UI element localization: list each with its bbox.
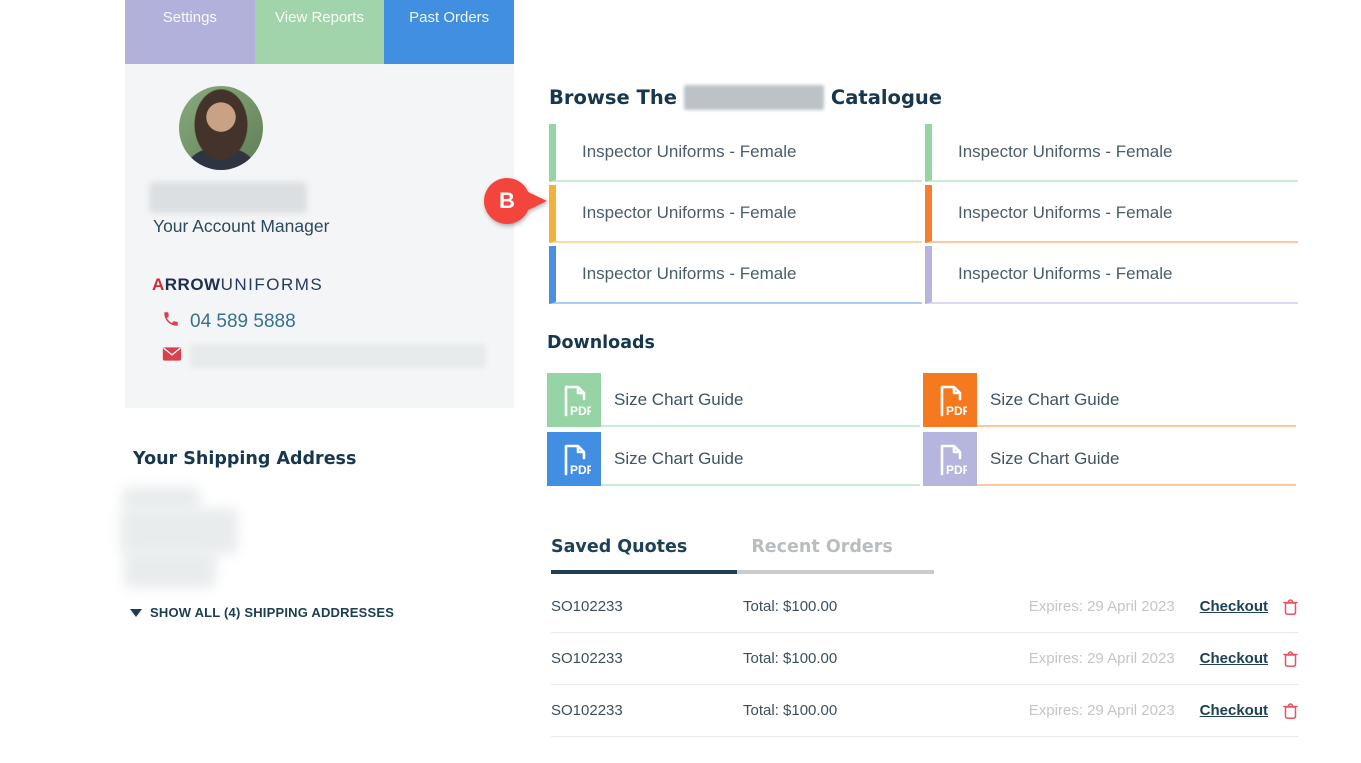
svg-text:PDF: PDF: [570, 463, 591, 477]
tab-view-reports[interactable]: View Reports: [254, 0, 385, 64]
download-label: Size Chart Guide: [614, 449, 744, 468]
quote-expiry: Expires: 29 April 2023: [1028, 650, 1175, 667]
account-manager-name-redacted: [149, 182, 307, 213]
quote-row: SO102233 Total: $100.00 Expires: 29 Apri…: [551, 581, 1298, 633]
account-tabbar: Settings View Reports Past Orders: [125, 0, 515, 64]
download-label: Size Chart Guide: [614, 390, 744, 409]
catalogue-link[interactable]: Inspector Uniforms - Female: [549, 124, 922, 182]
catalogue-link[interactable]: Inspector Uniforms - Female: [549, 246, 922, 304]
phone-number[interactable]: 04 589 5888: [190, 310, 296, 332]
arrow-uniforms-logo: ARROWUNIFORMS: [152, 275, 323, 295]
tab-saved-quotes[interactable]: Saved Quotes: [551, 537, 688, 557]
catalogue-grid: Inspector Uniforms - Female Inspector Un…: [549, 124, 1298, 304]
shipping-address-title: Your Shipping Address: [133, 449, 357, 469]
svg-text:PDF: PDF: [946, 404, 967, 418]
catalogue-link[interactable]: Inspector Uniforms - Female: [925, 124, 1298, 182]
delete-quote-icon[interactable]: [1283, 650, 1298, 668]
quote-expiry: Expires: 29 April 2023: [1028, 702, 1175, 719]
quote-number: SO102233: [551, 598, 623, 615]
phone-row: 04 589 5888: [162, 310, 296, 333]
quote-expiry: Expires: 29 April 2023: [1028, 598, 1175, 615]
saved-quotes-table: SO102233 Total: $100.00 Expires: 29 Apri…: [551, 581, 1298, 737]
email-row: [162, 344, 486, 368]
shipping-address-redacted: [122, 487, 200, 511]
checkout-link[interactable]: Checkout: [1199, 702, 1268, 719]
quote-total: Total: $100.00: [743, 702, 838, 719]
quote-number: SO102233: [551, 650, 623, 667]
chevron-down-icon: [130, 608, 142, 617]
downloads-title: Downloads: [547, 333, 655, 353]
inactive-tab-indicator: [737, 570, 934, 574]
checkout-link[interactable]: Checkout: [1199, 650, 1268, 667]
quote-number: SO102233: [551, 702, 623, 719]
quote-row: SO102233 Total: $100.00 Expires: 29 Apri…: [551, 685, 1298, 737]
tab-past-orders[interactable]: Past Orders: [384, 0, 515, 64]
download-link[interactable]: PDF Size Chart Guide: [923, 432, 1296, 486]
quotes-tabbar: Saved Quotes Recent Orders: [551, 537, 893, 557]
quote-total: Total: $100.00: [743, 598, 838, 615]
active-tab-indicator: [551, 570, 737, 574]
pdf-file-icon: PDF: [923, 432, 977, 486]
pdf-file-icon: PDF: [923, 373, 977, 427]
shipping-address-redacted: [124, 550, 216, 588]
tab-recent-orders[interactable]: Recent Orders: [751, 537, 893, 557]
delete-quote-icon[interactable]: [1283, 598, 1298, 616]
download-link[interactable]: PDF Size Chart Guide: [547, 373, 920, 427]
annotation-marker-label: B: [484, 178, 530, 224]
annotation-marker-b: B: [484, 178, 547, 224]
browse-title-suffix: Catalogue: [830, 86, 943, 109]
checkout-link[interactable]: Checkout: [1199, 598, 1268, 615]
browse-title-prefix: Browse The: [549, 86, 677, 109]
email-address-redacted: [190, 344, 486, 368]
account-manager-panel: Your Account Manager ARROWUNIFORMS 04 58…: [125, 64, 514, 408]
download-label: Size Chart Guide: [990, 449, 1120, 468]
quotes-tab-underline: [551, 570, 934, 574]
downloads-grid: PDF Size Chart Guide PDF Size Chart Guid…: [547, 373, 1296, 486]
download-label: Size Chart Guide: [990, 390, 1120, 409]
download-link[interactable]: PDF Size Chart Guide: [923, 373, 1296, 427]
show-all-addresses-toggle[interactable]: SHOW ALL (4) SHIPPING ADDRESSES: [130, 605, 394, 620]
account-manager-role: Your Account Manager: [153, 216, 330, 236]
annotation-marker-pointer: [524, 190, 547, 212]
quote-total: Total: $100.00: [743, 650, 838, 667]
delete-quote-icon[interactable]: [1283, 702, 1298, 720]
catalogue-link[interactable]: Inspector Uniforms - Female: [925, 246, 1298, 304]
logo-arrow-text: ARROW: [152, 275, 221, 294]
download-link[interactable]: PDF Size Chart Guide: [547, 432, 920, 486]
shipping-address-redacted: [120, 508, 238, 554]
pdf-file-icon: PDF: [547, 373, 601, 427]
logo-uniforms-text: UNIFORMS: [220, 275, 324, 294]
pdf-file-icon: PDF: [547, 432, 601, 486]
email-icon: [162, 346, 182, 367]
phone-icon: [162, 310, 182, 333]
tab-settings[interactable]: Settings: [125, 0, 255, 64]
svg-text:PDF: PDF: [570, 404, 591, 418]
show-all-addresses-label: SHOW ALL (4) SHIPPING ADDRESSES: [150, 605, 395, 620]
quote-row: SO102233 Total: $100.00 Expires: 29 Apri…: [551, 633, 1298, 685]
catalogue-link[interactable]: Inspector Uniforms - Female: [549, 185, 922, 243]
svg-text:PDF: PDF: [946, 463, 967, 477]
catalogue-link[interactable]: Inspector Uniforms - Female: [925, 185, 1298, 243]
browse-catalogue-title: Browse The Catalogue: [549, 85, 942, 110]
company-name-redacted: [683, 85, 824, 110]
account-manager-avatar: [179, 86, 263, 170]
